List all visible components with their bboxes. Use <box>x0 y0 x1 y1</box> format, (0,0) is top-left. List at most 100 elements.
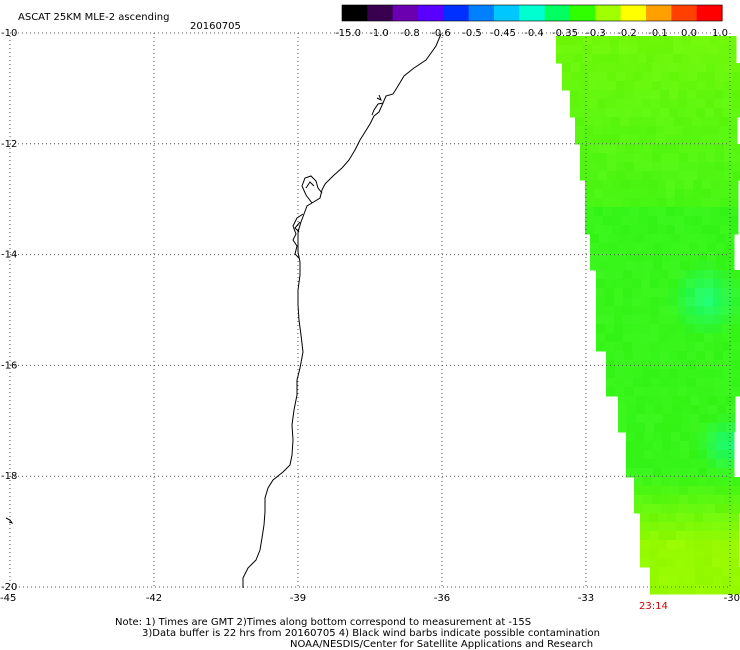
swath-cell <box>570 90 580 100</box>
swath-cell <box>634 171 644 181</box>
swath-cell <box>669 108 679 118</box>
swath-cell <box>589 72 599 82</box>
colorbar-segment <box>494 5 520 21</box>
swath-cell <box>689 252 699 262</box>
swath-cell <box>669 360 679 370</box>
swath-cell <box>617 243 627 253</box>
swath-cell <box>641 342 651 352</box>
swath-cell <box>626 234 636 244</box>
swath-cell <box>695 279 705 289</box>
swath-cell <box>721 558 731 568</box>
swath-cell <box>732 387 740 397</box>
swath-cell <box>692 135 702 145</box>
swath-cell <box>590 243 600 253</box>
swath-cell <box>598 144 608 154</box>
swath-cell <box>698 432 708 442</box>
swath-cell <box>623 324 633 334</box>
swath-cell <box>720 198 730 208</box>
swath-cell <box>678 387 688 397</box>
swath-cell <box>680 441 690 451</box>
swath-cell <box>659 315 669 325</box>
swath-cell <box>713 270 723 280</box>
swath-cell <box>618 423 628 433</box>
swath-cell <box>728 126 738 136</box>
swath-cell <box>679 495 689 505</box>
swath-cell <box>603 180 613 190</box>
swath-cell <box>556 36 566 46</box>
swath-cell <box>634 504 644 514</box>
swath-cell <box>703 540 713 550</box>
swath-cell <box>731 567 740 577</box>
swath-cell <box>637 54 647 64</box>
latitude-tick-label: -12 <box>1 139 17 150</box>
swath-cell <box>687 351 697 361</box>
swath-cell <box>679 81 689 91</box>
swath-cell <box>634 63 644 73</box>
swath-cell <box>724 162 734 172</box>
swath-cell <box>616 72 626 82</box>
swath-cell <box>630 189 640 199</box>
swath-cell <box>614 324 624 334</box>
swath-cell <box>725 459 735 469</box>
swath-cell <box>652 504 662 514</box>
swath-cell <box>632 288 642 298</box>
swath-cell <box>648 198 658 208</box>
swath-cell <box>707 234 717 244</box>
swath-cell <box>643 486 653 496</box>
swath-cell <box>607 144 617 154</box>
swath-cell <box>657 225 667 235</box>
swath-cell <box>707 450 717 460</box>
swath-cell <box>666 180 676 190</box>
swath-cell <box>697 144 707 154</box>
swath-cell <box>615 90 625 100</box>
swath-cell <box>592 45 602 55</box>
swath-cell <box>598 63 608 73</box>
swath-cell <box>605 270 615 280</box>
swath-cell <box>648 225 658 235</box>
swath-cell <box>639 180 649 190</box>
swath-cell <box>686 585 696 595</box>
swath-cell <box>695 288 705 298</box>
swath-cell <box>672 414 682 424</box>
swath-cell <box>647 117 657 127</box>
swath-cell <box>626 252 636 262</box>
colorbar-segment <box>367 5 394 21</box>
swath-cell <box>715 72 725 82</box>
colorbar-tick-label: 0.0 <box>681 28 697 39</box>
swath-cell <box>650 576 660 586</box>
swath-cell <box>654 423 664 433</box>
swath-cell <box>671 459 681 469</box>
swath-cell <box>669 387 679 397</box>
swath-cell <box>676 513 686 523</box>
swath-cell <box>630 180 640 190</box>
swath-cell <box>601 36 611 46</box>
swath-cell <box>679 486 689 496</box>
swath-cell <box>667 513 677 523</box>
swath-cell <box>614 333 624 343</box>
swath-cell <box>723 378 733 388</box>
swath-cell <box>650 342 660 352</box>
swath-cell <box>644 441 654 451</box>
swath-cell <box>594 189 604 199</box>
swath-cell <box>643 72 653 82</box>
swath-cell <box>596 324 606 334</box>
swath-cell <box>657 180 667 190</box>
swath-cell <box>722 333 732 343</box>
swath-cell <box>679 477 689 487</box>
swath-cell <box>676 540 686 550</box>
colorbar-segment <box>468 5 495 21</box>
swath-cell <box>626 432 636 442</box>
swath-cell <box>729 207 739 217</box>
swath-cell <box>608 252 618 262</box>
swath-cell <box>647 135 657 145</box>
latitude-tick-label: -20 <box>1 582 17 593</box>
swath-cell <box>733 504 740 514</box>
swath-cell <box>641 297 651 307</box>
swath-cell <box>649 549 659 559</box>
swath-cell <box>653 234 663 244</box>
swath-cell <box>608 243 618 253</box>
swath-cell <box>602 135 612 145</box>
swath-cell <box>690 414 700 424</box>
swath-cell <box>706 81 716 91</box>
swath-cell <box>661 477 671 487</box>
